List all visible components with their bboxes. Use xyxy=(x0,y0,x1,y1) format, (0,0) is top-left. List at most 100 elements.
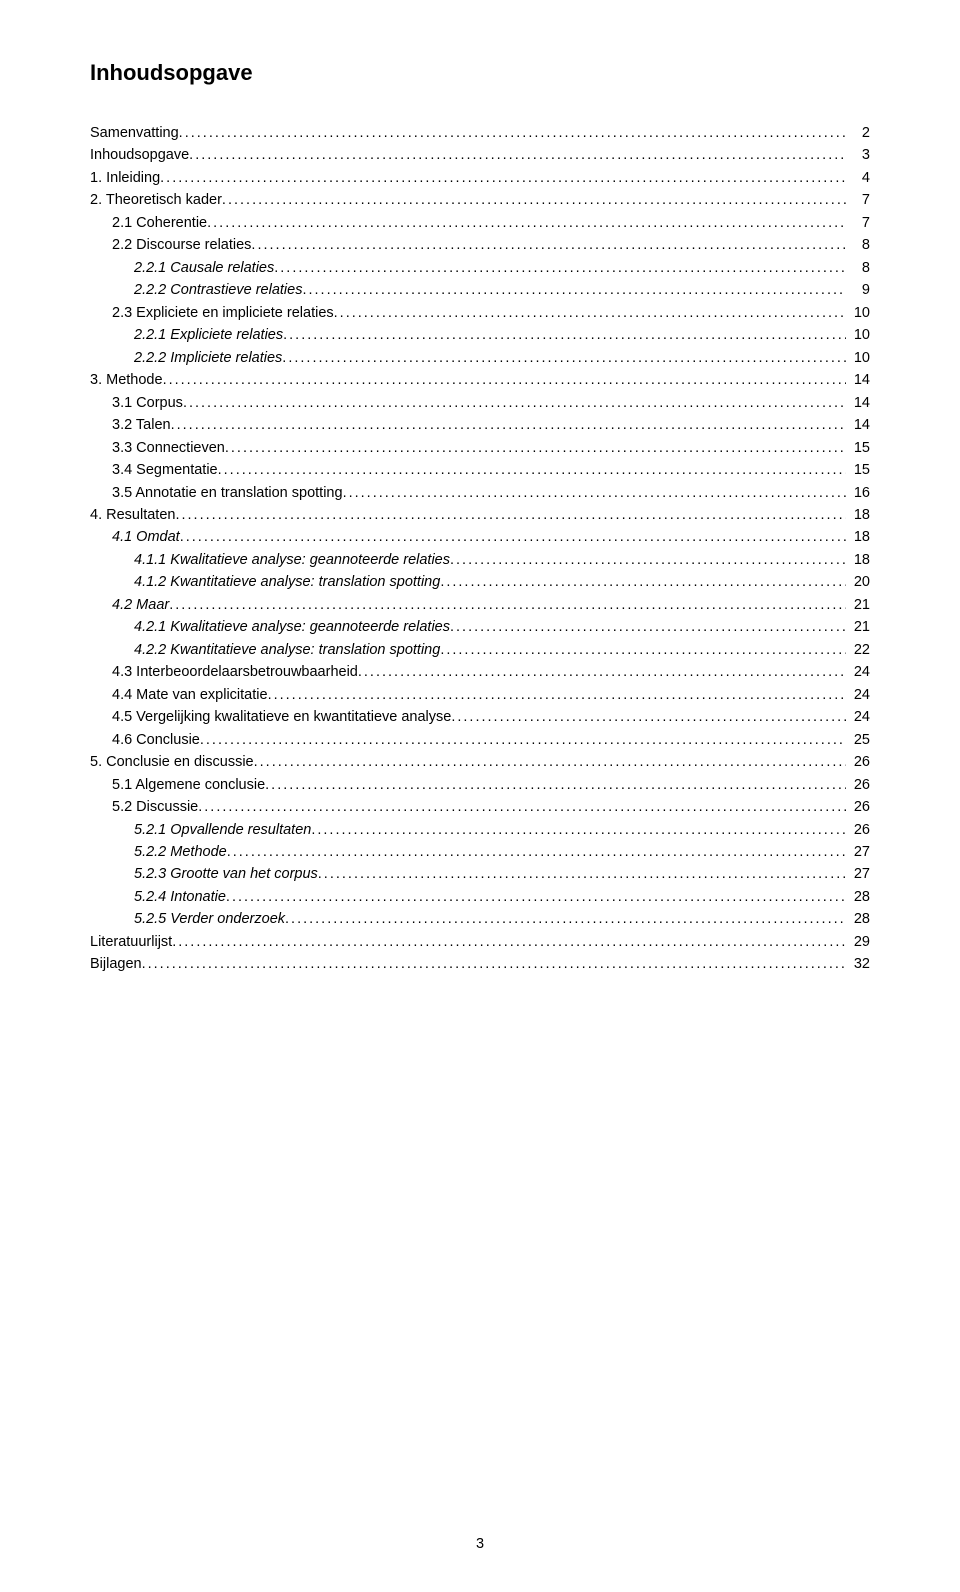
toc-dot-leader xyxy=(171,414,846,436)
toc-entry-page: 14 xyxy=(846,414,870,436)
toc-entry-label: Inhoudsopgave xyxy=(90,144,189,166)
toc-entry-label: Literatuurlijst xyxy=(90,931,172,953)
toc-entry: 1. Inleiding 4 xyxy=(90,167,870,189)
toc-dot-leader xyxy=(251,234,846,256)
toc-entry: 2.1 Coherentie 7 xyxy=(90,212,870,234)
toc-entry-label: 3.4 Segmentatie xyxy=(112,459,218,481)
toc-entry: 4.2.1 Kwalitatieve analyse: geannoteerde… xyxy=(90,616,870,638)
toc-entry-page: 16 xyxy=(846,482,870,504)
toc-entry-label: 2.3 Expliciete en impliciete relaties xyxy=(112,302,334,324)
toc-entry: 3.4 Segmentatie 15 xyxy=(90,459,870,481)
toc-dot-leader xyxy=(198,796,846,818)
toc-entry-page: 24 xyxy=(846,684,870,706)
toc-entry-page: 21 xyxy=(846,616,870,638)
toc-entry-label: 2.1 Coherentie xyxy=(112,212,207,234)
toc-entry-page: 8 xyxy=(846,234,870,256)
toc-entry: 5.2 Discussie 26 xyxy=(90,796,870,818)
toc-entry-page: 2 xyxy=(846,122,870,144)
toc-entry-label: 2. Theoretisch kader xyxy=(90,189,222,211)
toc-dot-leader xyxy=(440,639,846,661)
toc-entry-label: 4.1.2 Kwantitatieve analyse: translation… xyxy=(134,571,440,593)
toc-dot-leader xyxy=(254,751,846,773)
toc-entry-page: 28 xyxy=(846,886,870,908)
toc-entry: 4.3 Interbeoordelaarsbetrouwbaarheid24 xyxy=(90,661,870,683)
toc-entry-page: 15 xyxy=(846,459,870,481)
toc-entry-label: 1. Inleiding xyxy=(90,167,160,189)
toc-dot-leader xyxy=(160,167,846,189)
toc-entry-page: 27 xyxy=(846,841,870,863)
toc-dot-leader xyxy=(169,594,846,616)
toc-entry: 4.1.1 Kwalitatieve analyse: geannoteerde… xyxy=(90,549,870,571)
toc-entry: 5.2.5 Verder onderzoek28 xyxy=(90,908,870,930)
toc-entry-label: 2.2.1 Expliciete relaties xyxy=(134,324,283,346)
toc-entry: 3.2 Talen14 xyxy=(90,414,870,436)
toc-entry-label: 5.2.1 Opvallende resultaten xyxy=(134,819,311,841)
toc-entry-label: 5.1 Algemene conclusie xyxy=(112,774,265,796)
toc-entry: 2.2.1 Causale relaties 8 xyxy=(90,257,870,279)
toc-dot-leader xyxy=(227,841,846,863)
toc-dot-leader xyxy=(282,347,846,369)
toc-entry-label: 3.1 Corpus xyxy=(112,392,183,414)
toc-entry-page: 25 xyxy=(846,729,870,751)
toc-entry: 2.2 Discourse relaties 8 xyxy=(90,234,870,256)
toc-entry-page: 24 xyxy=(846,661,870,683)
toc-entry-label: 4.5 Vergelijking kwalitatieve en kwantit… xyxy=(112,706,451,728)
toc-entry: 3.3 Connectieven15 xyxy=(90,437,870,459)
toc-entry-label: 5.2.4 Intonatie xyxy=(134,886,226,908)
toc-entry-page: 14 xyxy=(846,369,870,391)
toc-entry-page: 28 xyxy=(846,908,870,930)
toc-entry: 2.2.2 Impliciete relaties 10 xyxy=(90,347,870,369)
toc-entry: 4.1 Omdat18 xyxy=(90,526,870,548)
toc-dot-leader xyxy=(225,437,846,459)
toc-entry: 5.2.4 Intonatie 28 xyxy=(90,886,870,908)
toc-entry: 5. Conclusie en discussie26 xyxy=(90,751,870,773)
toc-entry-label: 3.3 Connectieven xyxy=(112,437,225,459)
toc-entry: 2.2.2 Contrastieve relaties9 xyxy=(90,279,870,301)
toc-entry-label: 4.2 Maar xyxy=(112,594,169,616)
toc-entry-page: 29 xyxy=(846,931,870,953)
toc-dot-leader xyxy=(451,706,846,728)
toc-entry-label: Samenvatting xyxy=(90,122,179,144)
toc-entry-label: 3.5 Annotatie en translation spotting xyxy=(112,482,343,504)
toc-dot-leader xyxy=(179,122,846,144)
toc-entry-page: 7 xyxy=(846,212,870,234)
toc-entry: 2.3 Expliciete en impliciete relaties 10 xyxy=(90,302,870,324)
toc-entry-label: 2.2 Discourse relaties xyxy=(112,234,251,256)
toc-entry-page: 8 xyxy=(846,257,870,279)
toc-entry-label: 4.4 Mate van explicitatie xyxy=(112,684,268,706)
toc-entry: 4.4 Mate van explicitatie 24 xyxy=(90,684,870,706)
toc-entry-page: 10 xyxy=(846,302,870,324)
table-of-contents: Samenvatting 2Inhoudsopgave31. Inleiding 4… xyxy=(90,122,870,976)
toc-entry: 4.6 Conclusie25 xyxy=(90,729,870,751)
toc-entry: 4.1.2 Kwantitatieve analyse: translation… xyxy=(90,571,870,593)
toc-entry-label: 5. Conclusie en discussie xyxy=(90,751,254,773)
toc-dot-leader xyxy=(207,212,846,234)
toc-entry-page: 18 xyxy=(846,504,870,526)
toc-dot-leader xyxy=(172,931,846,953)
toc-entry-page: 24 xyxy=(846,706,870,728)
toc-entry-label: 2.2.1 Causale relaties xyxy=(134,257,274,279)
toc-entry: 2. Theoretisch kader7 xyxy=(90,189,870,211)
toc-entry-label: 5.2 Discussie xyxy=(112,796,198,818)
toc-entry-page: 18 xyxy=(846,526,870,548)
toc-entry: 2.2.1 Expliciete relaties 10 xyxy=(90,324,870,346)
toc-dot-leader xyxy=(302,279,846,301)
toc-entry-label: 2.2.2 Impliciete relaties xyxy=(134,347,282,369)
toc-dot-leader xyxy=(358,661,846,683)
toc-entry-page: 26 xyxy=(846,796,870,818)
toc-entry-page: 4 xyxy=(846,167,870,189)
toc-dot-leader xyxy=(285,908,846,930)
toc-dot-leader xyxy=(200,729,846,751)
toc-dot-leader xyxy=(440,571,846,593)
toc-entry-label: 5.2.3 Grootte van het corpus xyxy=(134,863,318,885)
toc-dot-leader xyxy=(183,392,846,414)
toc-entry-page: 10 xyxy=(846,324,870,346)
toc-entry: Inhoudsopgave3 xyxy=(90,144,870,166)
toc-dot-leader xyxy=(222,189,846,211)
toc-entry-page: 22 xyxy=(846,639,870,661)
toc-entry-label: 4.2.1 Kwalitatieve analyse: geannoteerde… xyxy=(134,616,450,638)
toc-entry-page: 10 xyxy=(846,347,870,369)
toc-entry-page: 27 xyxy=(846,863,870,885)
toc-dot-leader xyxy=(283,324,846,346)
toc-dot-leader xyxy=(334,302,846,324)
